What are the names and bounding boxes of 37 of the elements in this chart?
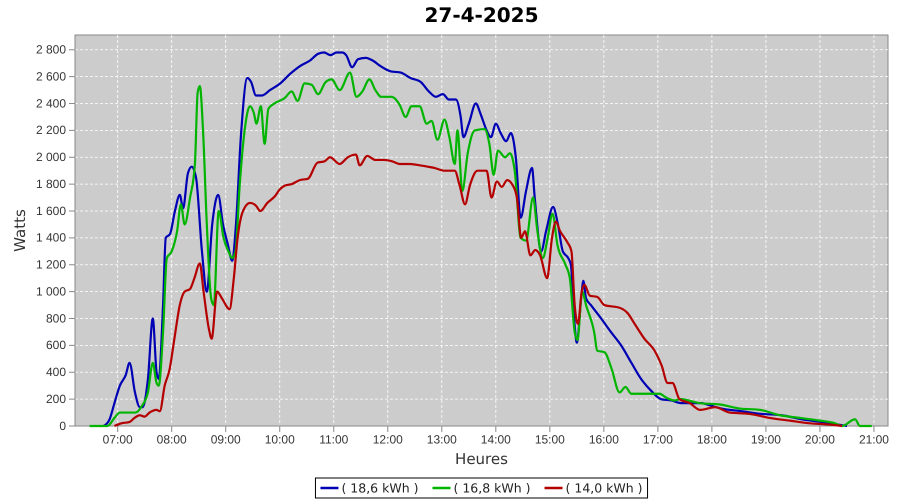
chart-title: 27-4-2025 — [424, 3, 539, 27]
x-tick-label: 19:00 — [750, 432, 782, 447]
x-tick-label: 15:00 — [534, 432, 566, 447]
y-tick-label: 1 400 — [36, 230, 66, 245]
y-tick-label: 200 — [46, 392, 66, 406]
y-tick-label: 1 000 — [36, 284, 66, 298]
y-tick-label: 0 — [59, 418, 66, 433]
legend-label: ( 16,8 kWh ) — [453, 480, 531, 496]
y-tick-label: 2 600 — [36, 69, 66, 84]
x-tick-label: 08:00 — [156, 432, 188, 447]
y-tick-label: 1 600 — [36, 204, 66, 218]
y-tick-label: 2 000 — [36, 150, 66, 164]
y-tick-label: 600 — [46, 338, 66, 352]
x-tick-label: 12:00 — [372, 432, 404, 447]
y-tick-label: 2 800 — [36, 42, 66, 57]
x-tick-label: 13:00 — [426, 432, 458, 447]
legend-label: ( 18,6 kWh ) — [341, 480, 418, 496]
x-tick-label: 07:00 — [102, 432, 134, 447]
y-tick-label: 800 — [46, 311, 66, 326]
x-tick-label: 10:00 — [264, 432, 296, 447]
y-tick-label: 1 200 — [36, 258, 66, 272]
y-tick-label: 1 800 — [36, 176, 66, 191]
legend-label: ( 14,0 kWh ) — [566, 480, 643, 496]
y-tick-label: 2 400 — [36, 96, 66, 110]
line-series — [113, 153, 844, 428]
y-tick-label: 2 200 — [36, 123, 66, 138]
x-tick-label: 14:00 — [480, 432, 512, 447]
x-tick-label: 16:00 — [588, 432, 620, 447]
x-tick-label: 20:00 — [804, 432, 836, 447]
x-tick-label: 11:00 — [319, 432, 349, 447]
y-axis-title: Watts — [11, 209, 29, 252]
x-tick-label: 09:00 — [210, 432, 242, 447]
y-tick-label: 400 — [46, 365, 66, 380]
x-tick-label: 17:00 — [642, 432, 674, 447]
x-tick-label: 18:00 — [696, 432, 728, 447]
x-tick-label: 21:00 — [858, 432, 890, 447]
x-axis-title: Heures — [455, 450, 508, 468]
